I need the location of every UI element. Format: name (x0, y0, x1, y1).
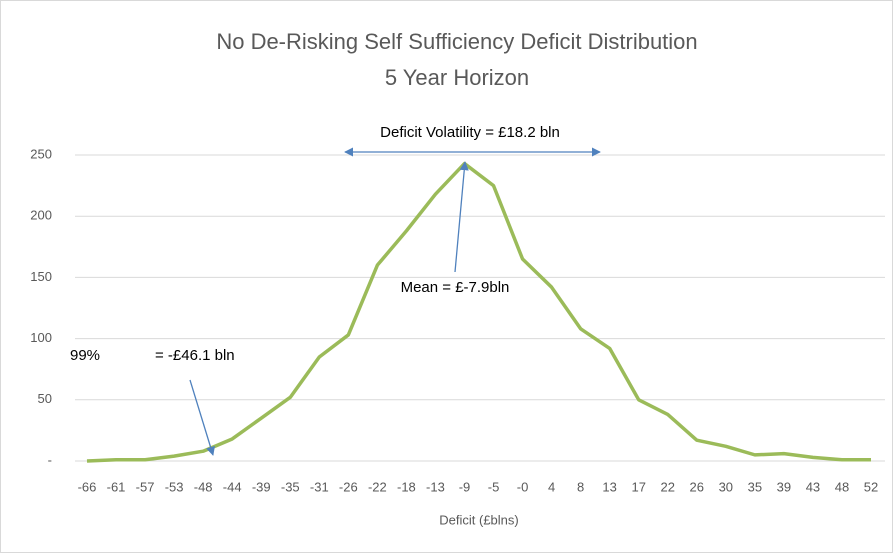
x-tick-label: 13 (602, 479, 616, 494)
x-tick-label: 43 (806, 479, 820, 494)
data-line (86, 161, 871, 463)
chart-title: No De-Risking Self Sufficiency Deficit D… (216, 29, 697, 54)
x-tick-label: 35 (748, 479, 762, 494)
chart-subtitle: 5 Year Horizon (385, 65, 529, 90)
y-tick-label: - (48, 452, 52, 467)
x-tick-label: -39 (252, 479, 271, 494)
y-tick-label: 100 (30, 330, 52, 345)
x-tick-label: -48 (194, 479, 213, 494)
x-tick-label: -53 (165, 479, 184, 494)
annotation: 99% (70, 347, 100, 364)
x-tick-label: -44 (223, 479, 242, 494)
x-tick-label: -61 (107, 479, 126, 494)
x-tick-label: 22 (661, 479, 675, 494)
annotation: = -£46.1 bln (155, 347, 235, 364)
x-tick-label: -9 (459, 479, 471, 494)
x-tick-label: 48 (835, 479, 849, 494)
x-tick-label: -22 (368, 479, 387, 494)
percentile-arrow (189, 379, 215, 456)
x-tick-label: 17 (631, 479, 645, 494)
y-tick-label: 50 (38, 391, 52, 406)
x-tick-label: -18 (397, 479, 416, 494)
x-tick-label: -5 (488, 479, 500, 494)
x-tick-label: -13 (426, 479, 445, 494)
x-tick-label: 8 (577, 479, 584, 494)
x-tick-label: 4 (548, 479, 555, 494)
y-tick-label: 150 (30, 269, 52, 284)
x-tick-label: 30 (719, 479, 733, 494)
y-tick-label: 200 (30, 208, 52, 223)
x-tick-label: -35 (281, 479, 300, 494)
x-tick-label: -26 (339, 479, 358, 494)
mean-arrow (454, 161, 469, 273)
x-tick-label: -31 (310, 479, 329, 494)
annotation: Mean = £-7.9bln (401, 279, 510, 296)
x-tick-label: 52 (864, 479, 878, 494)
x-axis-title: Deficit (£blns) (439, 512, 518, 527)
y-tick-label: 250 (30, 146, 52, 161)
x-tick-label: 39 (777, 479, 791, 494)
x-tick-label: -0 (517, 479, 529, 494)
x-tick-label: 26 (690, 479, 704, 494)
annotation: Deficit Volatility = £18.2 bln (380, 124, 560, 141)
x-tick-label: -57 (136, 479, 155, 494)
x-tick-label: -66 (78, 479, 97, 494)
